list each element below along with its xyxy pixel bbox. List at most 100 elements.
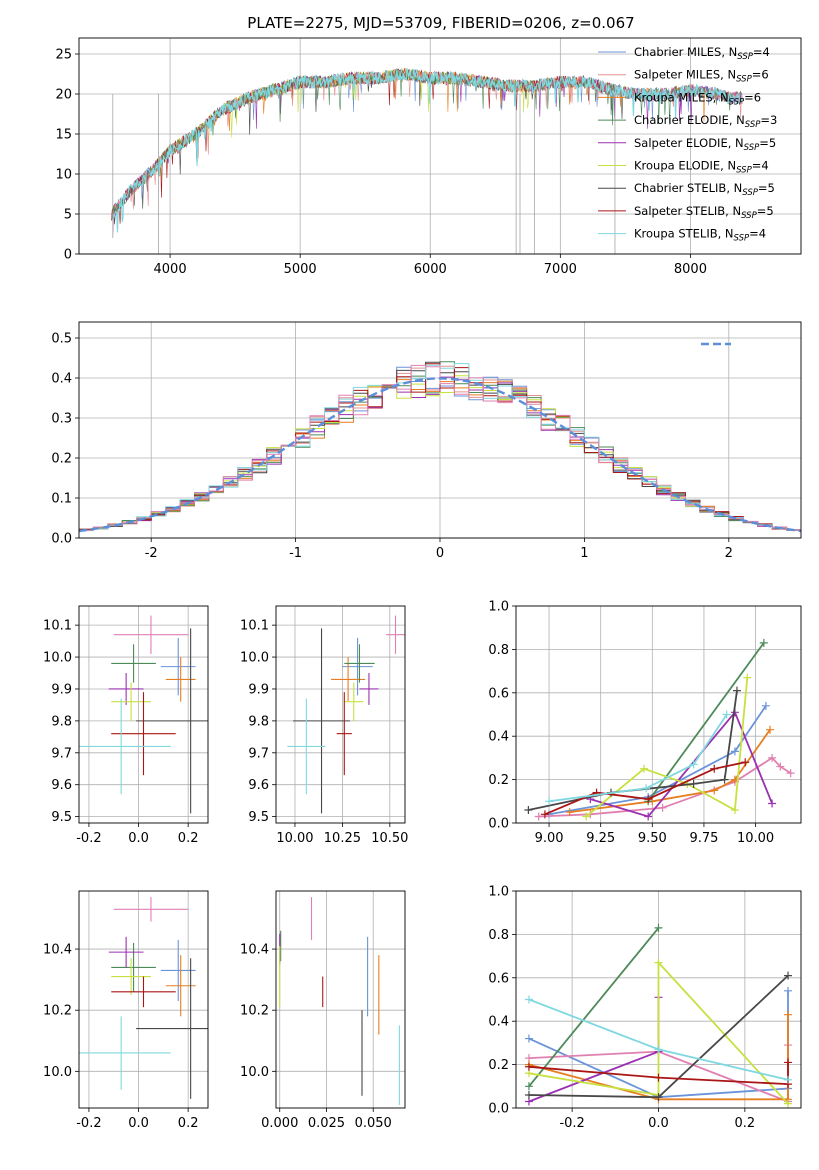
x-tick-label: 0.2 — [735, 1116, 756, 1131]
weight-point-marker — [776, 762, 785, 771]
weight-point-marker — [768, 799, 777, 808]
y-tick-label: 9.8 — [51, 714, 72, 729]
x-tick-label: 9.75 — [689, 831, 718, 846]
y-tick-label: 1.0 — [488, 885, 509, 900]
legend-suffix: =6 — [752, 68, 769, 82]
y-tick-label: 0.6 — [488, 686, 509, 701]
weight-series-line — [528, 960, 789, 1105]
y-tick-label: 0.2 — [51, 452, 72, 467]
y-tick-label: 0.3 — [51, 412, 72, 427]
age-vs-mass-panel: 10.00 10.25 10.50 9.5 9.6 9.7 9.8 9.9 10.0 10.1 — [240, 605, 408, 846]
x-tick-label: -1 — [289, 546, 302, 561]
legend-suffix: =4 — [753, 45, 770, 59]
legend-entry: Chabrier ELODIE, NSSP=3 — [634, 113, 777, 130]
legend-entry: Chabrier STELIB, NSSP=5 — [634, 181, 775, 198]
y-tick-label: 9.5 — [248, 810, 269, 825]
weight-point-marker — [640, 764, 649, 773]
legend-entry: Kroupa ELODIE, NSSP=4 — [634, 159, 769, 176]
mass-vs-metallicity-panel: -0.2 0.0 0.2 10.0 10.2 10.4 — [43, 890, 209, 1131]
weight-point-marker — [654, 958, 663, 967]
y-tick-label: 9.7 — [51, 746, 72, 761]
weight-point-marker — [524, 1062, 533, 1071]
y-tick-label: 10 — [55, 168, 72, 183]
x-tick-label: 0.2 — [178, 1116, 199, 1131]
weight-point-marker — [784, 1058, 793, 1067]
y-tick-label: 10.0 — [43, 651, 72, 666]
legend-subscript: SSP — [742, 188, 758, 198]
legend-label: Kroupa ELODIE, N — [634, 159, 736, 173]
weight-point-marker — [786, 769, 795, 778]
axes-frame — [78, 605, 209, 824]
legend-suffix: =5 — [759, 136, 776, 150]
weight-series-line — [528, 1062, 789, 1086]
x-tick-label: 5000 — [284, 262, 317, 277]
x-tick-label: -0.2 — [76, 831, 101, 846]
x-tick-label: 9.00 — [535, 831, 564, 846]
x-tick-label: 0.025 — [308, 1116, 345, 1131]
weight-point-marker — [761, 701, 770, 710]
weight-vs-metallicity-panel: -0.2 0.0 0.2 0.0 0.2 0.4 0.6 0.8 1.0 — [488, 885, 802, 1131]
legend-entry: Salpeter MILES, NSSP=6 — [634, 68, 769, 85]
weight-point-marker — [658, 803, 667, 812]
x-tick-label: 2 — [725, 546, 733, 561]
legend-label: Salpeter MILES, N — [634, 68, 736, 82]
weight-point-marker — [741, 758, 750, 767]
x-tick-label: 10.25 — [324, 831, 361, 846]
legend-subscript: SSP — [736, 75, 752, 85]
x-tick-label: 4000 — [154, 262, 187, 277]
weight-point-marker — [710, 786, 719, 795]
weight-point-marker — [689, 779, 698, 788]
normal-distribution-curve — [79, 377, 801, 533]
weight-point-marker — [545, 797, 554, 806]
legend-entry: Salpeter STELIB, NSSP=5 — [634, 204, 774, 221]
weight-point-marker — [565, 808, 574, 817]
weight-point-marker — [654, 1093, 663, 1102]
x-tick-label: 0.050 — [355, 1116, 392, 1131]
y-tick-label: 0.1 — [51, 492, 72, 507]
weight-point-marker — [730, 805, 739, 814]
plot-area — [79, 615, 208, 814]
y-tick-label: 15 — [55, 128, 72, 143]
y-tick-label: 10.1 — [240, 619, 269, 634]
axes-frame — [275, 605, 406, 824]
weight-point-marker — [654, 1073, 663, 1082]
y-tick-label: 20 — [55, 88, 72, 103]
y-tick-label: 10.0 — [240, 651, 269, 666]
weight-point-marker — [732, 686, 741, 695]
plot-area — [111, 68, 743, 254]
legend-label: Salpeter ELODIE, N — [634, 136, 744, 150]
y-tick-label: 5 — [64, 208, 72, 223]
axes-frame — [275, 890, 406, 1109]
legend-entry: Salpeter ELODIE, NSSP=5 — [634, 136, 776, 153]
weight-point-marker — [524, 1090, 533, 1099]
weight-series-line — [548, 714, 728, 803]
y-tick-label: 1.0 — [488, 600, 509, 615]
x-tick-label: 0.0 — [128, 831, 149, 846]
weight-point-marker — [784, 1075, 793, 1084]
y-tick-label: 0.6 — [488, 971, 509, 986]
legend-label: Kroupa MILES, N — [634, 90, 729, 104]
x-tick-label: 9.50 — [638, 831, 667, 846]
weight-point-marker — [642, 784, 651, 793]
weight-point-marker — [730, 747, 739, 756]
y-tick-label: 9.7 — [248, 746, 269, 761]
weight-vs-age-panel: 9.00 9.25 9.50 9.75 10.00 0.0 0.2 0.4 0.6 0.8 1.0 — [488, 600, 802, 846]
y-tick-label: 0.2 — [488, 1058, 509, 1073]
legend-suffix: =4 — [752, 159, 769, 173]
legend-label: Chabrier STELIB, N — [634, 181, 742, 195]
weight-point-marker — [524, 995, 533, 1004]
x-tick-label: 10.00 — [276, 831, 313, 846]
weight-series-line — [528, 1014, 789, 1101]
axes-frame — [78, 321, 802, 539]
x-tick-label: 0.2 — [178, 831, 199, 846]
y-tick-label: 0.8 — [488, 643, 509, 658]
y-tick-label: 10.2 — [240, 1004, 269, 1019]
legend-subscript: SSP — [737, 52, 753, 62]
weight-point-marker — [784, 971, 793, 980]
legend-label: Chabrier ELODIE, N — [634, 113, 745, 127]
legend-entry: Kroupa STELIB, NSSP=4 — [634, 227, 766, 244]
legend-suffix: =6 — [744, 90, 761, 104]
figure-title: PLATE=2275, MJD=53709, FIBERID=0206, z=0… — [247, 14, 634, 32]
weight-point-marker — [784, 1099, 793, 1108]
